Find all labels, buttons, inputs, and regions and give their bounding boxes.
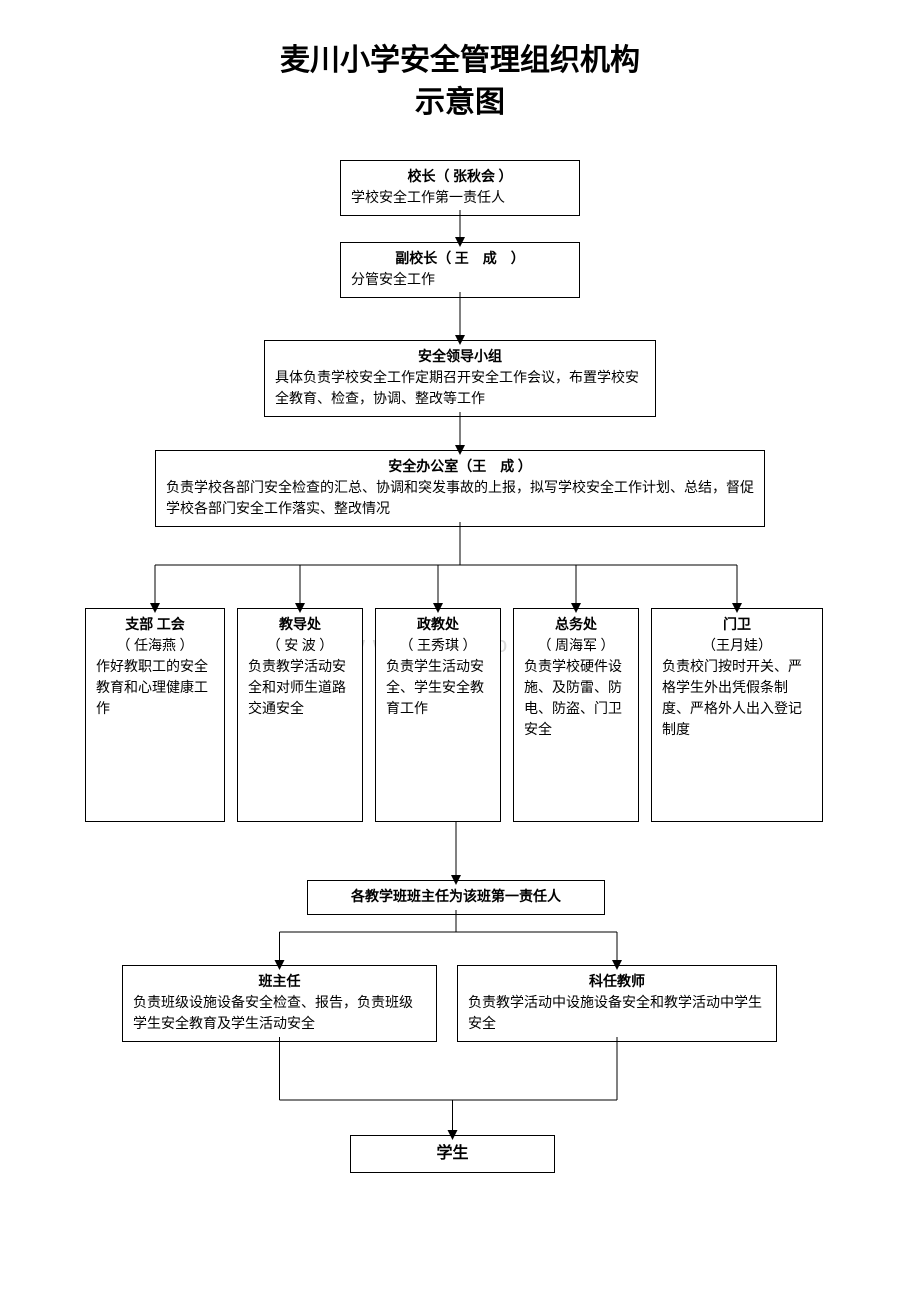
box-dept-union: 支部 工会 （ 任海燕 ） 作好教职工的安全教育和心理健康工作 <box>85 608 225 822</box>
box-principal: 校长（ 张秋会 ） 学校安全工作第一责任人 <box>340 160 580 216</box>
vice-title: 副校长（ 王 成 ） <box>351 249 569 270</box>
d1-title: 支部 工会 <box>96 615 214 636</box>
box-dept-teaching: 教导处 （ 安 波 ） 负责教学活动安全和对师生道路交通安全 <box>237 608 363 822</box>
krj-title: 科任教师 <box>468 972 766 993</box>
d3-desc: 负责学生活动安全、学生安全教育工作 <box>386 657 490 720</box>
d2-desc: 负责教学活动安全和对师生道路交通安全 <box>248 657 352 720</box>
group-title: 安全领导小组 <box>275 347 645 368</box>
page-title-line1: 麦川小学安全管理组织机构 <box>0 0 920 82</box>
bzr-title: 班主任 <box>133 972 426 993</box>
d1-desc: 作好教职工的安全教育和心理健康工作 <box>96 657 214 720</box>
classmaster-title: 各教学班班主任为该班第一责任人 <box>318 887 594 908</box>
student-title: 学生 <box>361 1142 544 1166</box>
d4-desc: 负责学校硬件设施、及防雷、防电、防盗、门卫安全 <box>524 657 628 741</box>
office-desc: 负责学校各部门安全检查的汇总、协调和突发事故的上报，拟写学校安全工作计划、总结，… <box>166 478 754 520</box>
box-office: 安全办公室（王 成 ） 负责学校各部门安全检查的汇总、协调和突发事故的上报，拟写… <box>155 450 765 527</box>
d2-person: （ 安 波 ） <box>248 636 352 657</box>
box-dept-general: 总务处 （ 周海军 ） 负责学校硬件设施、及防雷、防电、防盗、门卫安全 <box>513 608 639 822</box>
box-head-teacher: 班主任 负责班级设施设备安全检查、报告，负责班级学生安全教育及学生活动安全 <box>122 965 437 1042</box>
principal-title: 校长（ 张秋会 ） <box>351 167 569 188</box>
group-desc: 具体负责学校安全工作定期召开安全工作会议，布置学校安全教育、检查，协调、整改等工… <box>275 368 645 410</box>
office-title: 安全办公室（王 成 ） <box>166 457 754 478</box>
bzr-desc: 负责班级设施设备安全检查、报告，负责班级学生安全教育及学生活动安全 <box>133 993 426 1035</box>
d3-title: 政教处 <box>386 615 490 636</box>
d4-person: （ 周海军 ） <box>524 636 628 657</box>
vice-desc: 分管安全工作 <box>351 270 569 291</box>
d3-person: （ 王秀琪 ） <box>386 636 490 657</box>
box-vice: 副校长（ 王 成 ） 分管安全工作 <box>340 242 580 298</box>
box-student: 学生 <box>350 1135 555 1173</box>
d5-desc: 负责校门按时开关、严格学生外出凭假条制度、严格外人出入登记制度 <box>662 657 812 741</box>
d2-title: 教导处 <box>248 615 352 636</box>
d1-person: （ 任海燕 ） <box>96 636 214 657</box>
box-dept-political: 政教处 （ 王秀琪 ） 负责学生活动安全、学生安全教育工作 <box>375 608 501 822</box>
box-subject-teacher: 科任教师 负责教学活动中设施设备安全和教学活动中学生安全 <box>457 965 777 1042</box>
box-classmaster: 各教学班班主任为该班第一责任人 <box>307 880 605 915</box>
krj-desc: 负责教学活动中设施设备安全和教学活动中学生安全 <box>468 993 766 1035</box>
box-dept-guard: 门卫 （王月娃） 负责校门按时开关、严格学生外出凭假条制度、严格外人出入登记制度 <box>651 608 823 822</box>
d4-title: 总务处 <box>524 615 628 636</box>
principal-desc: 学校安全工作第一责任人 <box>351 188 569 209</box>
box-group: 安全领导小组 具体负责学校安全工作定期召开安全工作会议，布置学校安全教育、检查，… <box>264 340 656 417</box>
d5-title: 门卫 <box>662 615 812 636</box>
d5-person: （王月娃） <box>662 636 812 657</box>
page-title-line2: 示意图 <box>0 82 920 124</box>
